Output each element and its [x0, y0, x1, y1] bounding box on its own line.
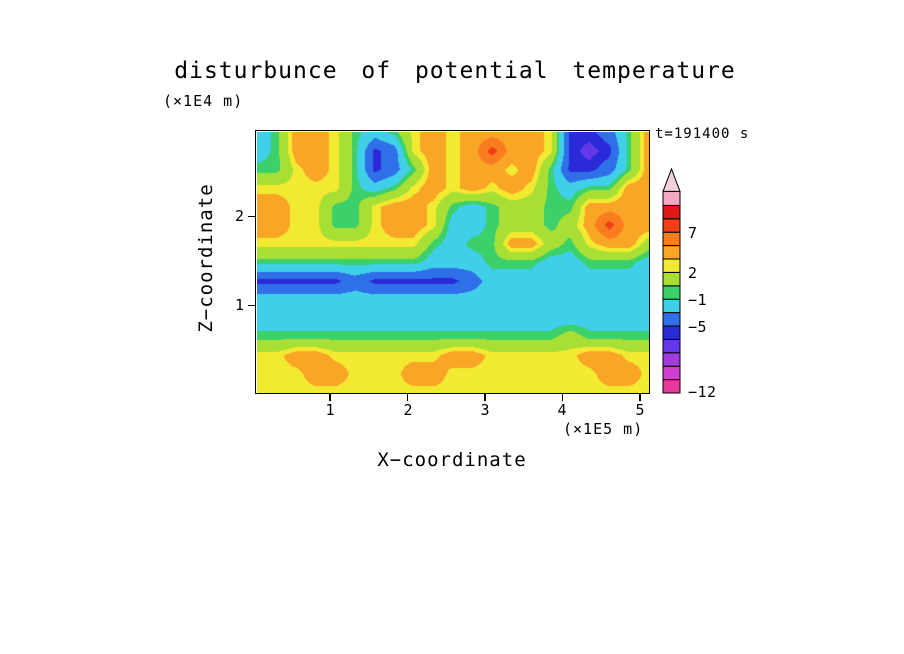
colorbar-label: 7 — [688, 224, 698, 242]
x-tick-label: 2 — [403, 401, 413, 419]
x-axis-label: X−coordinate — [377, 449, 527, 471]
z-tick-mark — [248, 215, 255, 217]
x-tick-label: 1 — [325, 401, 335, 419]
z-tick-mark — [248, 304, 255, 306]
x-tick-mark — [484, 394, 486, 401]
colorbar — [662, 168, 681, 394]
z-tick-label: 2 — [234, 207, 244, 225]
colorbar-label: −12 — [688, 383, 717, 401]
z-axis-label: Z−coordinate — [195, 183, 217, 333]
plot-title: disturbunce of potential temperature — [174, 58, 736, 84]
x-tick-mark — [561, 394, 563, 401]
x-tick-label: 3 — [480, 401, 490, 419]
colorbar-label: −1 — [688, 291, 708, 309]
x-tick-label: 4 — [557, 401, 567, 419]
timestamp-label: t=191400 s — [655, 126, 750, 142]
colorbar-label: −5 — [688, 318, 708, 336]
z-tick-label: 1 — [234, 296, 244, 314]
x-tick-mark — [406, 394, 408, 401]
plot-frame — [255, 130, 650, 394]
x-tick-mark — [329, 394, 331, 401]
x-axis-units-label: (×1E5 m) — [563, 420, 644, 438]
colorbar-label: 2 — [688, 264, 698, 282]
z-axis-units-label: (×1E4 m) — [163, 92, 244, 110]
heatmap-canvas — [256, 131, 649, 393]
x-tick-label: 5 — [635, 401, 645, 419]
x-tick-mark — [639, 394, 641, 401]
